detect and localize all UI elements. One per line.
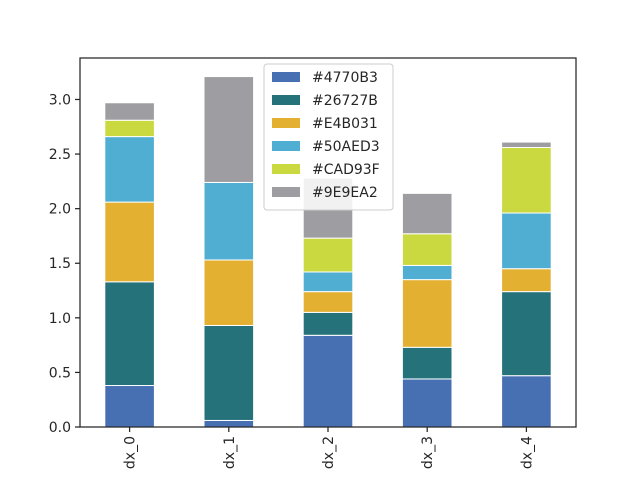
bar-segment-dx_1-series-3: [203, 181, 255, 261]
bar-segment-dx_1-series-1: [203, 324, 255, 421]
x-tick-label: dx_4: [519, 436, 535, 469]
legend-label: #E4B031: [312, 116, 378, 132]
bar-segment-dx_2-series-3: [302, 271, 354, 293]
y-tick-label: 3.0: [49, 92, 71, 108]
bar-segment-dx_0-series-1: [104, 281, 155, 387]
bar-segment-dx_1-series-5: [203, 76, 255, 183]
bars-group: [104, 76, 552, 428]
bar-segment-dx_3-series-3: [401, 264, 453, 281]
bar-segment-dx_4-series-1: [501, 291, 552, 377]
bar-segment-dx_3-series-0: [401, 378, 453, 428]
bar-segment-dx_0-series-4: [104, 119, 155, 138]
legend-swatch: [272, 187, 300, 197]
legend-label: #26727B: [312, 93, 378, 109]
bar-segment-dx_4-series-2: [501, 268, 552, 293]
legend: #4770B3 #26727B #E4B031 #50AED3 #CAD93F #9E9E…: [263, 63, 394, 211]
y-tick-label: 0.0: [49, 420, 71, 436]
bar-segment-dx_2-series-0: [302, 334, 354, 428]
y-axis: 0.0 0.5 1.0 1.5 2.0 2.5 3.0: [49, 92, 80, 436]
legend-label: #4770B3: [312, 70, 378, 86]
x-tick-label: dx_2: [321, 436, 337, 469]
x-tick-label: dx_0: [123, 436, 139, 469]
legend-swatch: [272, 72, 300, 82]
legend-label: #9E9EA2: [312, 185, 378, 201]
bar-segment-dx_0-series-3: [104, 136, 155, 203]
legend-swatch: [272, 95, 300, 105]
bar-segment-dx_0-series-0: [104, 385, 155, 428]
x-tick-label: dx_1: [222, 436, 238, 469]
y-tick-label: 0.5: [49, 365, 71, 381]
bar-segment-dx_4-series-4: [501, 147, 552, 214]
bar-segment-dx_4-series-5: [501, 141, 552, 149]
y-tick-label: 1.5: [49, 256, 71, 272]
bar-segment-dx_3-series-2: [401, 279, 453, 348]
bar-segment-dx_2-series-4: [302, 237, 354, 273]
x-axis: dx_0 dx_1 dx_2 dx_3 dx_4: [123, 427, 535, 469]
y-tick-label: 1.0: [49, 311, 71, 327]
bar-segment-dx_2-series-1: [302, 311, 354, 336]
bar-segment-dx_0-series-5: [104, 102, 155, 121]
y-tick-label: 2.5: [49, 147, 71, 163]
bar-segment-dx_4-series-0: [501, 375, 552, 428]
bar-segment-dx_0-series-2: [104, 201, 155, 283]
y-tick-label: 2.0: [49, 202, 71, 218]
x-tick-label: dx_3: [420, 436, 436, 469]
bar-segment-dx_2-series-2: [302, 291, 354, 313]
bar-segment-dx_4-series-3: [501, 212, 552, 270]
bar-segment-dx_3-series-1: [401, 346, 453, 380]
legend-label: #50AED3: [312, 139, 380, 155]
legend-swatch: [272, 164, 300, 174]
bar-segment-dx_1-series-0: [203, 419, 255, 428]
legend-swatch: [272, 141, 300, 151]
legend-swatch: [272, 118, 300, 128]
bar-segment-dx_1-series-2: [203, 259, 255, 326]
bar-segment-dx_3-series-4: [401, 233, 453, 266]
bar-segment-dx_3-series-5: [401, 192, 453, 235]
legend-label: #CAD93F: [312, 162, 380, 178]
